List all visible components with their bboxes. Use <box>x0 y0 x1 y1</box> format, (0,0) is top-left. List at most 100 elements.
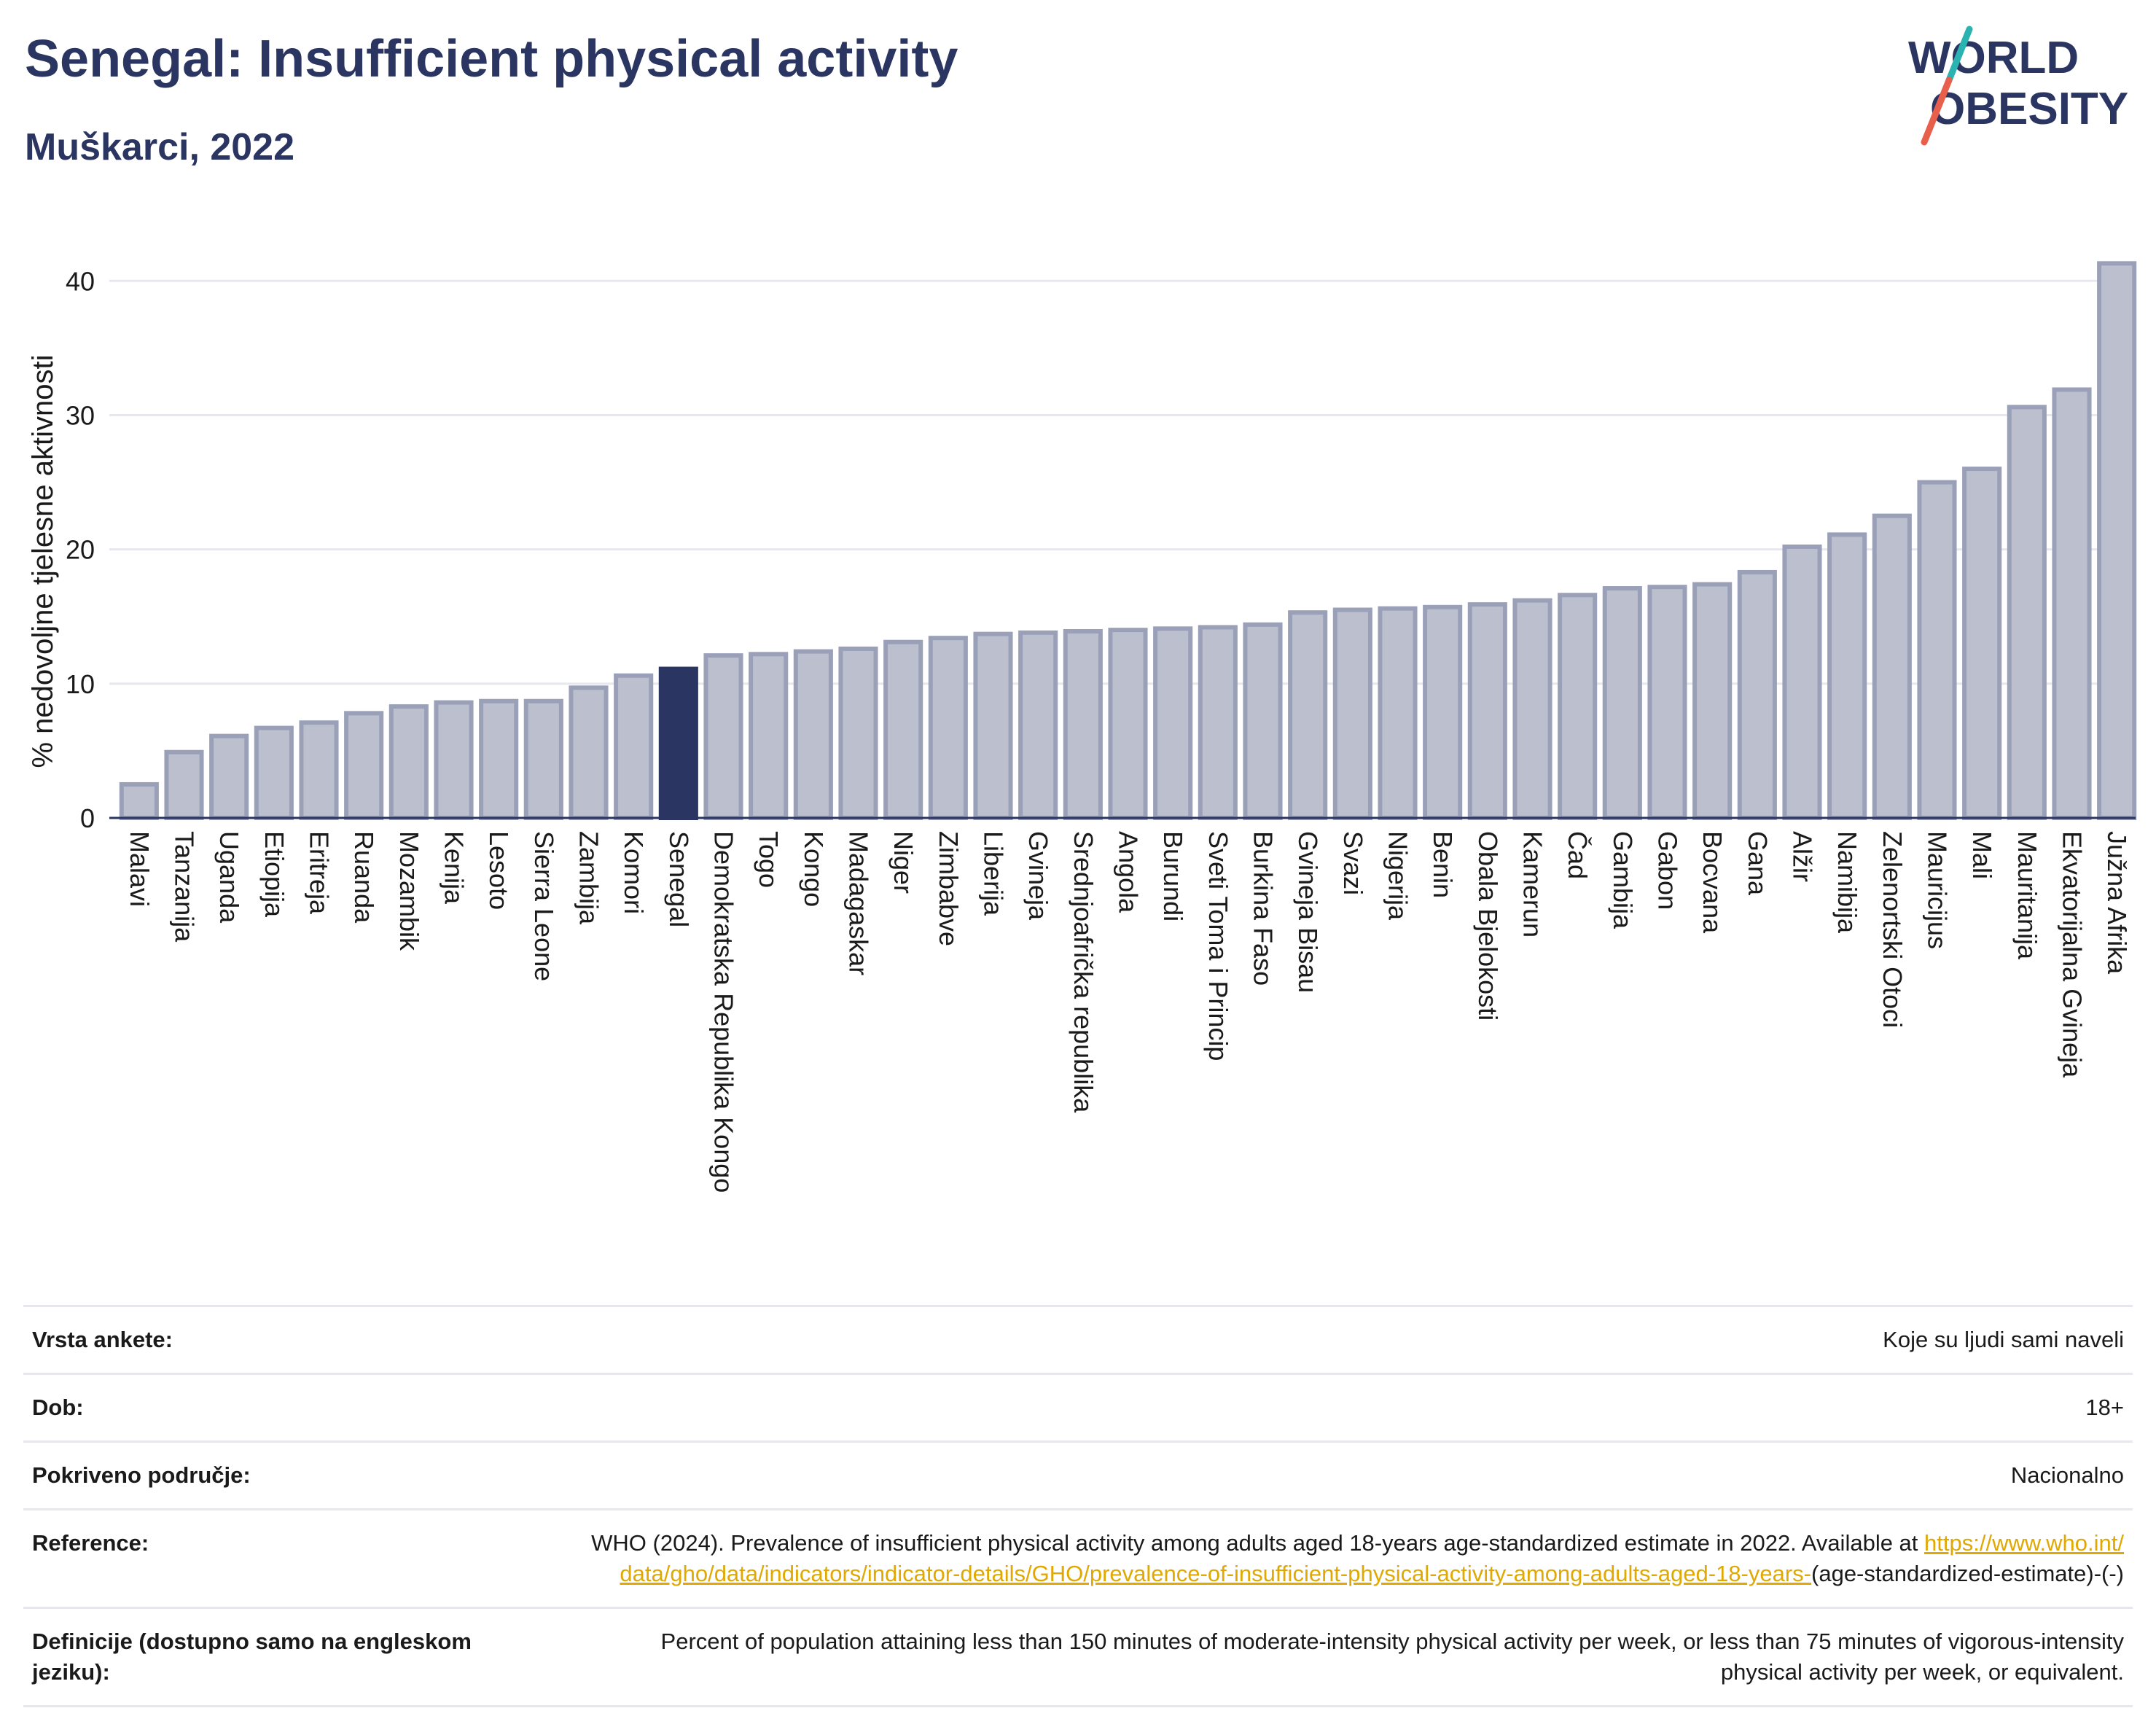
info-label: Reference: <box>32 1530 149 1556</box>
world-obesity-logo: WORLD OBESITY <box>1908 26 2128 146</box>
reference-text: WHO (2024). Prevalence of insufficient p… <box>591 1530 1918 1556</box>
x-tick-label: Ruanda <box>349 831 379 924</box>
bar-sierra-leone <box>523 698 563 820</box>
x-tick-label: Liberija <box>979 831 1009 916</box>
x-tick-label: Etiopija <box>259 831 289 918</box>
bar-ekvatorijalna-gvineja <box>2052 387 2092 820</box>
x-tick-label: Senegal <box>664 831 694 927</box>
x-tick-label: Srednjoafrička republika <box>1069 831 1098 1113</box>
page-subtitle: Muškarci, 2022 <box>25 126 295 168</box>
x-tick-label: Mauritanija <box>2012 831 2042 960</box>
bar-nigerija <box>1378 606 1418 820</box>
x-tick-label: Svazi <box>1338 831 1368 895</box>
bar-gabon <box>1647 585 1687 820</box>
x-tick-label: Sierra Leone <box>529 831 559 981</box>
x-tick-label: Ekvatorijalna Gvineja <box>2058 831 2087 1078</box>
bar-zimbabve <box>928 636 968 820</box>
bar-gvineja-bisau <box>1288 610 1328 821</box>
bar-tanzanija <box>164 749 204 820</box>
bar-svazi <box>1332 607 1372 821</box>
info-label: Pokriveno područje: <box>32 1462 251 1488</box>
x-tick-label: Nigerija <box>1383 831 1413 921</box>
page-title: Senegal: Insufficient physical activity <box>25 30 958 88</box>
y-tick-label: 10 <box>66 669 95 699</box>
x-tick-label: Gambija <box>1608 831 1638 929</box>
bar-srednjoafrička-republika <box>1063 628 1103 820</box>
bar-mali <box>1962 467 2002 820</box>
x-tick-label: Burkina Faso <box>1249 831 1278 986</box>
info-table: Vrsta ankete: Koje su ljudi sami naveli … <box>23 1305 2133 1707</box>
x-tick-label: Gvineja Bisau <box>1293 831 1323 993</box>
bar-etiopija <box>254 725 294 820</box>
x-tick-label: Madagaskar <box>844 831 874 975</box>
x-tick-label: Benin <box>1428 831 1458 898</box>
x-tick-label: Tanzanija <box>170 831 200 943</box>
bar-eritreja <box>299 720 339 820</box>
bar-chart: 0 10 20 30 40 Malavi Tanzanija Uganda Etiopija E… <box>27 261 2137 1193</box>
x-tick-label: Obala Bjelokosti <box>1473 831 1503 1021</box>
bar-južna-afrika <box>2097 261 2137 820</box>
info-value: WHO (2024). Prevalence of insufficient p… <box>586 1528 2124 1589</box>
x-tick-label: Alžir <box>1788 831 1818 882</box>
bar-kamerun <box>1512 598 1552 820</box>
x-tick-label: Malavi <box>125 831 155 907</box>
x-tick-label: Kamerun <box>1518 831 1548 937</box>
y-tick-label: 40 <box>66 266 95 296</box>
x-tick-label: Demokratska Republika Kongo <box>709 831 739 1193</box>
x-tick-label: Angola <box>1114 831 1144 913</box>
info-value: 18+ <box>2085 1395 2124 1420</box>
bar-komori <box>614 673 654 821</box>
x-tick-label: Gvineja <box>1023 831 1053 921</box>
info-value: Koje su ljudi sami naveli <box>1883 1327 2124 1352</box>
x-tick-label: Burundi <box>1158 831 1188 921</box>
bar-kenija <box>434 700 474 820</box>
x-tick-label: Komori <box>619 831 649 914</box>
bar-ruanda <box>344 711 384 821</box>
bar-zambija <box>569 685 609 820</box>
bar-sveti-toma-i-princip <box>1198 625 1238 820</box>
y-tick-label: 20 <box>66 535 95 565</box>
x-tick-label: Togo <box>754 831 784 888</box>
bar-niger <box>883 639 923 821</box>
info-row-age: Dob: 18+ <box>23 1373 2133 1440</box>
x-tick-label: Gana <box>1743 831 1773 896</box>
info-row-coverage: Pokriveno područje: Nacionalno <box>23 1440 2133 1508</box>
bar-namibija <box>1827 532 1867 820</box>
info-value: Nacionalno <box>2010 1462 2124 1488</box>
bar-kongo <box>793 649 833 821</box>
bar-gvineja <box>1018 630 1058 820</box>
x-tick-label: Zelenortski Otoci <box>1878 831 1907 1028</box>
x-axis-tick-labels: Malavi Tanzanija Uganda Etiopija Eritreja Rua… <box>125 831 2132 1193</box>
bar-čad <box>1558 593 1598 820</box>
x-tick-label: Čad <box>1563 831 1593 879</box>
x-tick-label: Mozambik <box>394 831 424 951</box>
x-tick-label: Mali <box>1967 831 1997 879</box>
info-value: Percent of population attaining less tha… <box>660 1629 2124 1685</box>
bar-angola <box>1108 628 1148 820</box>
bar-zelenortski-otoci <box>1872 513 1912 820</box>
chart-bars <box>119 261 2137 821</box>
y-tick-label: 30 <box>66 400 95 430</box>
bar-burundi <box>1153 626 1193 820</box>
bar-mauricijus <box>1917 480 1957 820</box>
info-label: Vrsta ankete: <box>32 1327 173 1352</box>
bar-gana <box>1737 569 1777 820</box>
x-tick-label: Namibija <box>1832 831 1862 934</box>
bar-malavi <box>119 781 159 821</box>
bar-lesoto <box>479 698 519 820</box>
bar-togo <box>749 652 789 820</box>
bar-alžir <box>1782 544 1822 820</box>
x-tick-label: Kenija <box>440 831 469 905</box>
y-axis-label: % nedovoljne tjelesne aktivnosti <box>27 354 59 768</box>
svg-text:WORLD: WORLD <box>1908 33 2079 83</box>
x-tick-label: Kongo <box>799 831 829 907</box>
info-label: Dob: <box>32 1395 84 1420</box>
reference-link[interactable]: https://www.who.int/data/gho/data/indica… <box>620 1530 2124 1586</box>
x-tick-label: Niger <box>888 831 918 894</box>
bar-gambija <box>1602 586 1642 820</box>
x-tick-label: Južna Afrika <box>2102 831 2132 975</box>
x-tick-label: Bocvana <box>1698 831 1727 934</box>
bar-burkina-faso <box>1243 622 1283 820</box>
bar-mozambik <box>388 704 429 821</box>
bar-obala-bjelokosti <box>1467 602 1507 820</box>
